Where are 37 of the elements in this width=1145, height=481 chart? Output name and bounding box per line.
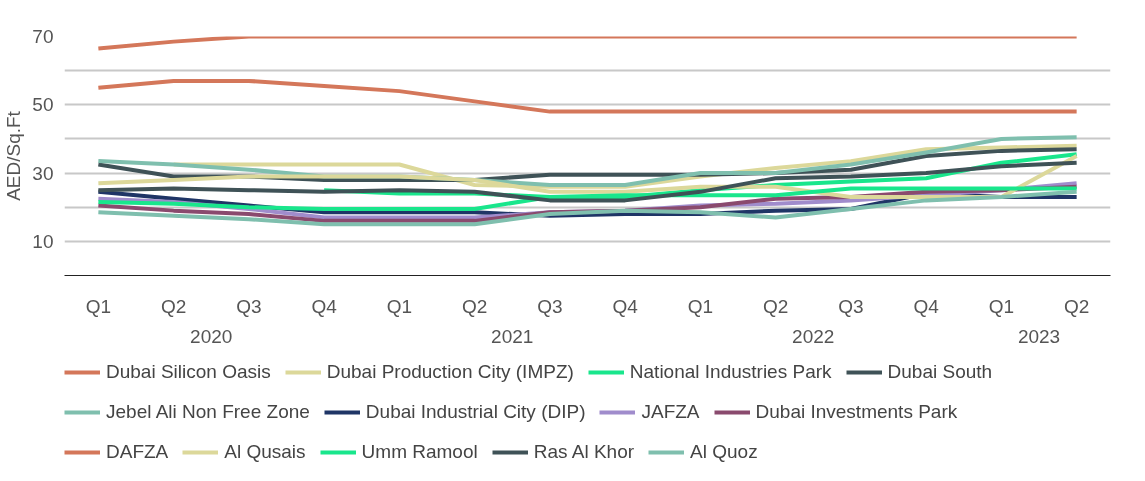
x-tick-label: Q1 [988,295,1015,317]
legend-label: Ras Al Khor [533,441,635,463]
legend-label: DAFZA [106,441,169,463]
legend-label: Dubai Production City (IMPZ) [326,361,574,383]
x-tick-label: Q1 [85,295,112,317]
y-tick-label: 50 [32,94,54,116]
y-tick-label: 10 [32,230,54,252]
y-tick-label: 30 [32,162,54,184]
x-tick-label: Q4 [311,295,338,317]
legend-label: National Industries Park [629,361,832,383]
x-tick-label: Q2 [160,295,187,317]
legend-label: JAFZA [641,401,700,423]
line-series [96,78,1079,114]
legend-label: Al Qusais [224,441,306,463]
x-tick-label: Q2 [461,295,488,317]
x-tick-label: Q3 [838,295,864,317]
y-tick-label: 70 [32,26,54,47]
y-axis-title: AED/Sq.Ft [3,110,25,201]
legend-label: Dubai Industrial City (DIP) [365,401,586,423]
legend-label: Dubai Silicon Oasis [106,361,271,383]
text: 2020 [190,325,233,347]
legend-label: Al Quoz [690,441,758,463]
x-tick-label: Q3 [236,295,262,317]
x-tick-label: Q3 [537,295,563,317]
legend-label: Jebel Ali Non Free Zone [106,401,310,423]
x-tick-label: Q1 [386,295,413,317]
text: 2022 [792,325,835,347]
legend-label: Umm Ramool [361,441,478,463]
legend-label: Dubai Investments Park [755,401,958,423]
text: 2021 [491,325,534,347]
text: 2023 [1017,325,1061,347]
x-tick-label: Q1 [687,295,714,317]
legend-label: Dubai South [887,361,993,383]
x-tick-label: Q2 [762,295,789,317]
x-tick-label: Q4 [913,295,940,317]
x-tick-label: Q2 [1063,295,1090,317]
x-tick-label: Q4 [612,295,639,317]
